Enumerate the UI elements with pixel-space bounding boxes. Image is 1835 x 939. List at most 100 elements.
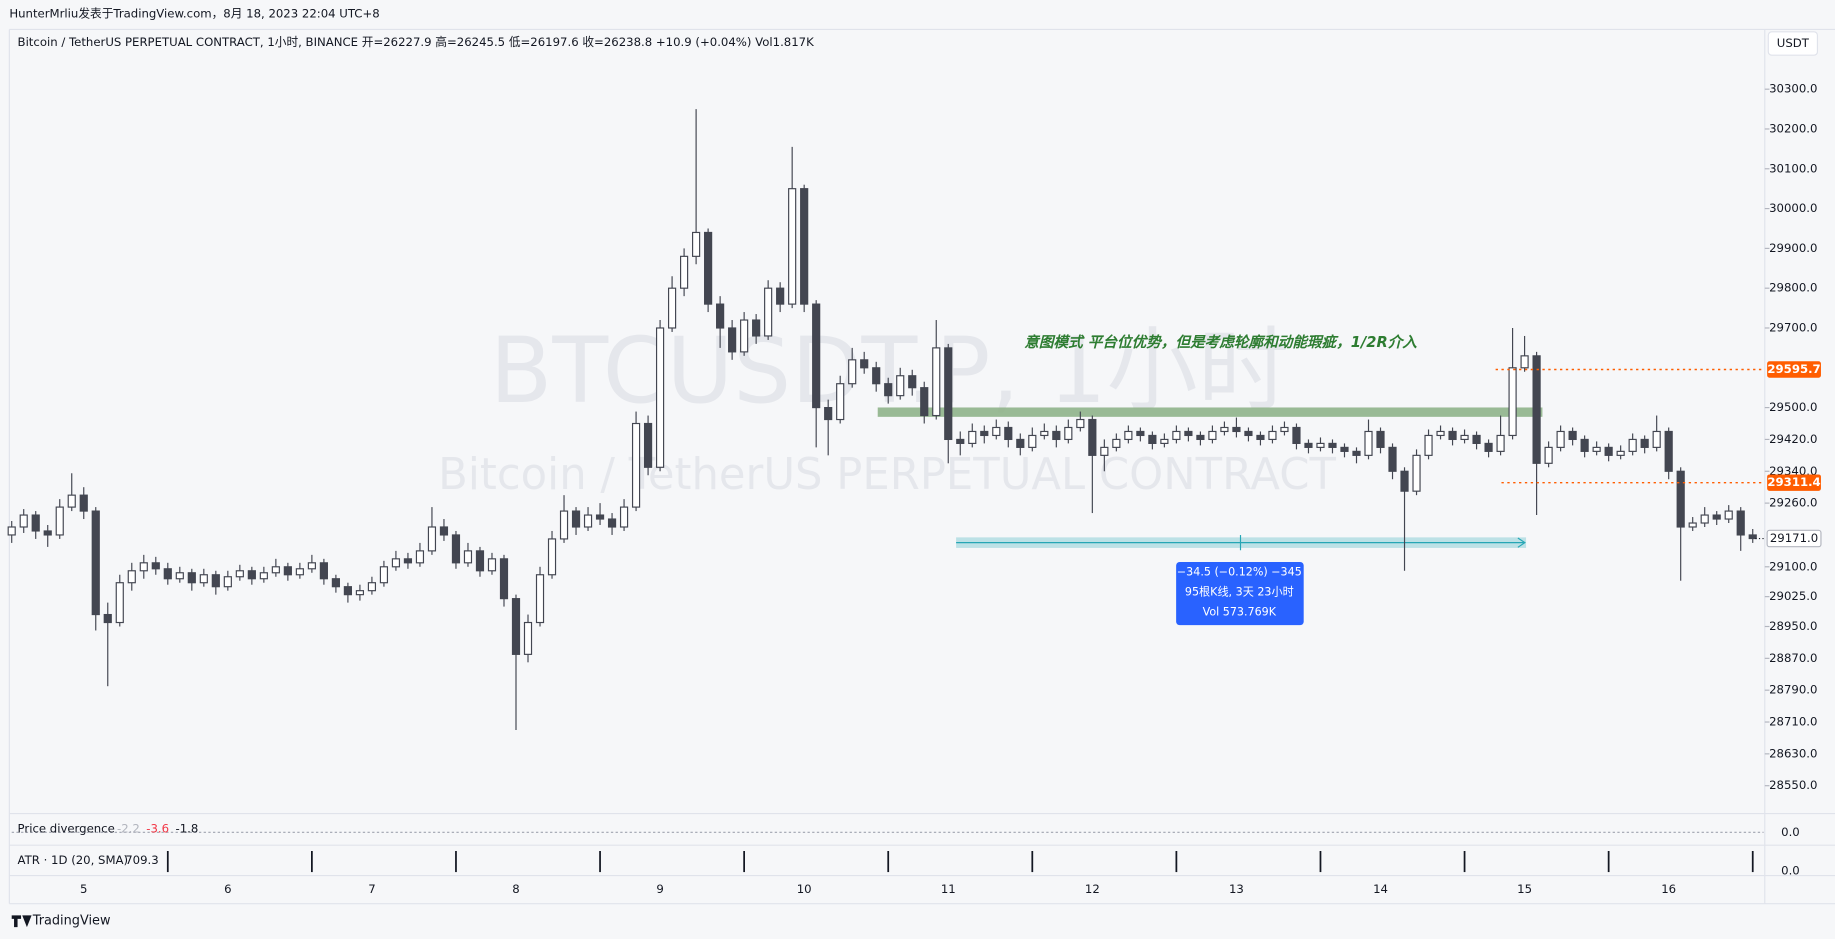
candle-body [1652, 430, 1661, 448]
currency-label[interactable]: USDT [1777, 36, 1810, 50]
candle-body [1184, 430, 1193, 437]
candle-body [547, 538, 557, 576]
candle-body [1040, 430, 1049, 437]
x-tick-label: 11 [941, 882, 956, 896]
candle-body [1412, 454, 1421, 492]
candle-body [1424, 434, 1433, 456]
candle-body [319, 562, 328, 580]
candle-body [1064, 426, 1073, 441]
candle-body [680, 255, 689, 289]
candle-body [1100, 446, 1109, 456]
candle-body [1076, 418, 1085, 429]
candle-body [163, 568, 172, 580]
y-tick-label: 30300.0 [1769, 82, 1817, 96]
candle-body [43, 530, 52, 536]
price-label: 29311.4 [1767, 475, 1820, 489]
y-tick-label: 28790.0 [1769, 683, 1817, 697]
candle-body [764, 287, 773, 337]
zone-rect [877, 407, 1543, 417]
x-tick-label: 5 [80, 882, 87, 896]
candle-body [980, 430, 989, 437]
candle-body [235, 570, 244, 578]
candle-body [1124, 430, 1133, 441]
candle-body [776, 287, 785, 305]
candle-body [1136, 430, 1145, 437]
candle-body [1304, 442, 1313, 448]
candle-body [728, 327, 737, 353]
candle-body [151, 562, 160, 570]
candle-body [403, 558, 413, 564]
candle-body [1004, 426, 1013, 441]
candle-body [884, 383, 893, 397]
candle-body [1376, 430, 1385, 448]
y-tick-label: 28710.0 [1769, 715, 1817, 729]
candle-body [716, 303, 725, 329]
candle-body [475, 550, 485, 572]
candle-body [247, 570, 256, 580]
candle-body [812, 303, 821, 409]
candle-body [1676, 470, 1685, 528]
indicator-axis-label: 0.0 [1781, 863, 1800, 877]
candle-body [67, 494, 76, 508]
candle-body [379, 566, 389, 584]
indicator-value: -3.6 [146, 821, 169, 835]
indicator-axis-label: 0.0 [1781, 825, 1800, 839]
candle-body [427, 526, 437, 552]
candle-body [740, 319, 749, 353]
candle-body [1388, 446, 1397, 472]
last-price-box [1766, 529, 1822, 548]
candle-body [1712, 514, 1721, 520]
measure-text: Vol 573.769K [1203, 605, 1277, 618]
candle-body [523, 621, 533, 655]
candle-body [1460, 434, 1469, 441]
x-tick-label: 16 [1661, 882, 1676, 896]
y-tick-label: 30000.0 [1769, 201, 1817, 215]
candle-body [1112, 438, 1121, 448]
candle-body [307, 562, 316, 570]
candle-body [1664, 430, 1673, 472]
candle-body [1148, 434, 1157, 444]
candle-body [1340, 446, 1349, 452]
y-tick-label: 28950.0 [1769, 619, 1817, 633]
candle-body [1400, 470, 1409, 492]
y-tick-label: 28870.0 [1769, 651, 1817, 665]
candle-body [1028, 434, 1037, 448]
candle-body [31, 514, 40, 532]
currency-button[interactable] [1767, 31, 1819, 56]
candle-body [956, 438, 965, 444]
candle-body [1268, 430, 1277, 441]
candle-body [824, 407, 833, 421]
candle-body [1556, 430, 1565, 448]
candle-body [1280, 426, 1289, 433]
candle-body [91, 510, 100, 616]
x-tick-label: 15 [1517, 882, 1532, 896]
candle-body [1628, 438, 1637, 452]
candle-body [343, 586, 352, 596]
x-tick-label: 9 [656, 882, 663, 896]
x-tick-label: 7 [368, 882, 375, 896]
candle-body [1604, 446, 1613, 456]
candle-body [391, 558, 401, 568]
y-tick-label: 29340.0 [1769, 464, 1817, 478]
candle-body [1160, 438, 1169, 444]
price-label-box [1767, 361, 1821, 378]
candle-body [1328, 442, 1337, 448]
candle-body [463, 550, 473, 564]
candle-body [127, 570, 136, 584]
candle-body [655, 327, 665, 468]
price-label: 29595.7 [1767, 362, 1820, 376]
candle-body [511, 598, 521, 655]
candle-body [631, 422, 641, 508]
y-tick-label: 28550.0 [1769, 778, 1817, 792]
candle-body [211, 574, 220, 588]
indicator-value: -2.2 [117, 821, 140, 835]
x-tick-label: 6 [224, 882, 231, 896]
candle-body [1580, 438, 1589, 452]
candle-body [583, 514, 593, 528]
measure-box [1176, 561, 1304, 626]
candle-body [595, 514, 605, 520]
candle-body [223, 576, 232, 588]
candle-body [79, 494, 88, 512]
candle-body [1544, 446, 1553, 464]
